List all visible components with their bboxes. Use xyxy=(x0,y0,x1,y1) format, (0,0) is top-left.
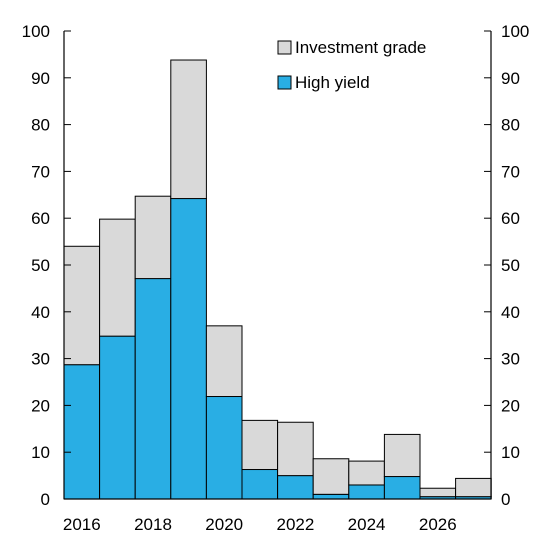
bar-investment-grade-2016 xyxy=(63,245,101,366)
y-tick-label-left-50: 50 xyxy=(31,256,50,275)
y-tick-label-left-80: 80 xyxy=(31,116,50,135)
x-tick-label-2018: 2018 xyxy=(134,515,172,534)
y-tick-label-left-0: 0 xyxy=(41,490,50,509)
bar-high-yield-2018 xyxy=(134,278,172,500)
y-tick-label-right-20: 20 xyxy=(501,396,520,415)
bar-high-yield-2025 xyxy=(383,476,421,500)
bar-high-yield-2024 xyxy=(348,484,385,500)
bar-investment-grade-2024 xyxy=(348,460,385,486)
bar-high-yield-2016 xyxy=(63,364,101,500)
y-axis-left: 0 10 20 30 40 50 60 70 80 90 100 xyxy=(22,22,71,509)
x-tick-label-2022: 2022 xyxy=(276,515,314,534)
x-tick-label-2016: 2016 xyxy=(63,515,101,534)
bar-investment-grade-2022 xyxy=(277,421,314,477)
legend: Investment grade High yield xyxy=(277,38,426,92)
y-tick-label-left-100: 100 xyxy=(22,22,50,41)
bar-high-yield-2019 xyxy=(170,198,207,500)
bar-investment-grade-2018 xyxy=(134,195,172,280)
x-tick-label-2024: 2024 xyxy=(348,515,386,534)
y-tick-label-left-10: 10 xyxy=(31,443,50,462)
legend-swatch-investment-grade xyxy=(277,40,292,55)
bar-high-yield-2021 xyxy=(241,469,279,500)
x-axis: 2016 2018 2020 2022 2024 2026 xyxy=(63,515,457,534)
bar-investment-grade-2025 xyxy=(383,433,421,478)
y-tick-label-right-30: 30 xyxy=(501,350,520,369)
bar-investment-grade-2023 xyxy=(312,458,350,495)
bar-high-yield-2023 xyxy=(312,493,350,500)
bars-group xyxy=(63,59,492,500)
y-tick-label-left-20: 20 xyxy=(31,396,50,415)
y-tick-label-left-40: 40 xyxy=(31,303,50,322)
y-tick-label-left-60: 60 xyxy=(31,209,50,228)
bar-investment-grade-2027 xyxy=(455,477,492,498)
y-tick-label-right-70: 70 xyxy=(501,162,520,181)
y-tick-label-left-90: 90 xyxy=(31,69,50,88)
y-tick-label-right-80: 80 xyxy=(501,116,520,135)
y-tick-label-right-60: 60 xyxy=(501,209,520,228)
bar-investment-grade-2021 xyxy=(241,419,279,471)
bar-investment-grade-2017 xyxy=(99,218,136,337)
y-tick-label-right-50: 50 xyxy=(501,256,520,275)
x-tick-label-2026: 2026 xyxy=(419,515,457,534)
y-tick-label-right-0: 0 xyxy=(501,490,510,509)
legend-label-high-yield: High yield xyxy=(295,73,370,92)
y-tick-label-right-100: 100 xyxy=(501,22,529,41)
bar-investment-grade-2019 xyxy=(170,59,207,200)
y-axis-right: 0 10 20 30 40 50 60 70 80 90 100 xyxy=(484,22,529,509)
legend-swatch-high-yield xyxy=(277,75,292,90)
y-tick-label-right-90: 90 xyxy=(501,69,520,88)
bar-investment-grade-2020 xyxy=(205,325,243,398)
bar-high-yield-2022 xyxy=(277,475,314,500)
bar-high-yield-2020 xyxy=(205,396,243,500)
y-tick-label-right-40: 40 xyxy=(501,303,520,322)
legend-label-investment-grade: Investment grade xyxy=(295,38,426,57)
bar-high-yield-2017 xyxy=(99,335,136,500)
y-tick-label-right-10: 10 xyxy=(501,443,520,462)
y-tick-label-left-70: 70 xyxy=(31,162,50,181)
x-tick-label-2020: 2020 xyxy=(205,515,243,534)
bar-investment-grade-2026 xyxy=(419,487,457,498)
y-tick-label-left-30: 30 xyxy=(31,350,50,369)
